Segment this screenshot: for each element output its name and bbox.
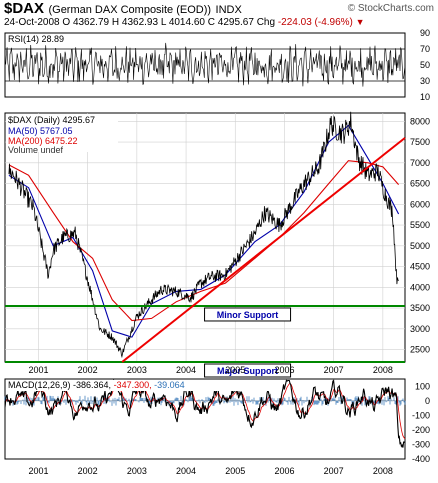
price-x-label: 2007 [324, 365, 344, 375]
legend-ma50: MA(50) 5767.05 [8, 126, 73, 136]
macd-title-label: MACD(12,26,9) [8, 380, 73, 390]
exchange-label: INDX [215, 4, 242, 16]
ohlc-line: 24-Oct-2008 O 4362.79 H 4362.93 L 4014.6… [4, 17, 365, 28]
macd-x-label: 2003 [127, 466, 147, 476]
price-tick-label: 6000 [410, 199, 430, 209]
rsi-title-bg [6, 34, 98, 45]
down-triangle-icon: ▼ [355, 17, 365, 27]
close-value: 4295.67 [217, 17, 254, 28]
price-title: $DAX (Daily) 4295.67 [8, 115, 95, 125]
price-x-label: 2005 [225, 365, 245, 375]
price-tick-label: 5500 [410, 220, 430, 230]
open-label: O [62, 17, 71, 28]
price-tick-label: 3000 [410, 324, 430, 334]
close-label: C [207, 17, 215, 28]
price-x-label: 2002 [78, 365, 98, 375]
major-support-label-box [204, 363, 292, 378]
price-tick-label: 7000 [410, 158, 430, 168]
legend-volume: Volume undef [8, 145, 64, 155]
price-tick-label: 7500 [410, 137, 430, 147]
macd-x-label: 2002 [78, 466, 98, 476]
price-tick-label: 4500 [410, 262, 430, 272]
series-ma-200- [8, 160, 400, 322]
chart-header: $DAX (German DAX Composite (EOD)) INDX ©… [0, 0, 438, 32]
low-value: 4014.60 [168, 17, 205, 28]
rsi-tick-label: 30 [420, 76, 430, 86]
macd-x-label: 2007 [324, 466, 344, 476]
macd-x-label: 2008 [373, 466, 393, 476]
major-support-label: Major Support [217, 366, 278, 376]
ticker-symbol: $DAX [4, 0, 45, 17]
uptrend-line [121, 137, 406, 363]
price-x-label: 2008 [373, 365, 393, 375]
price-tick-label: 5000 [410, 241, 430, 251]
rsi-tick-label: 10 [420, 92, 430, 102]
macd-tick-label: -400 [412, 454, 430, 464]
price-x-label: 2001 [28, 365, 48, 375]
series-ma-50- [8, 124, 400, 338]
macd-panel-frame [4, 378, 406, 460]
change-value: -224.03 (-4.96%) [277, 17, 353, 28]
rsi-title: RSI(14) 28.89 [8, 34, 64, 44]
macd-line [4, 378, 406, 448]
minor-support-label: Minor Support [217, 310, 279, 320]
high-label: H [111, 17, 120, 28]
price-x-label: 2003 [127, 365, 147, 375]
brand-label: © StockCharts.com [347, 3, 434, 14]
minor-support-label-box [204, 307, 292, 322]
rsi-tick-label: 70 [420, 44, 430, 54]
open-value: 4362.79 [72, 17, 110, 28]
legend-ma200: MA(200) 6475.22 [8, 136, 78, 146]
low-label: L [160, 17, 167, 28]
price-tick-label: 8000 [410, 116, 430, 126]
macd-x-label: 2004 [176, 466, 196, 476]
macd-x-label: 2006 [274, 466, 294, 476]
series-dax-price [8, 111, 399, 359]
price-legend-bg [6, 114, 118, 152]
macd-value: -386.364, [73, 380, 114, 390]
rsi-line [4, 42, 406, 87]
price-tick-label: 4000 [410, 282, 430, 292]
price-x-label: 2004 [176, 365, 196, 375]
macd-title-bg [6, 380, 278, 391]
macd-x-label: 2005 [225, 466, 245, 476]
price-tick-label: 3500 [410, 303, 430, 313]
high-value: 4362.93 [121, 17, 159, 28]
macd-title: MACD(12,26,9) -386.364, -347.300, -39.06… [8, 380, 185, 390]
price-tick-label: 6500 [410, 179, 430, 189]
macd-tick-label: -300 [412, 439, 430, 449]
macd-tick-label: -100 [412, 410, 430, 420]
macd-x-label: 2001 [28, 466, 48, 476]
change-label: Chg [256, 17, 276, 28]
macd-tick-label: 100 [415, 381, 430, 391]
price-tick-label: 2500 [410, 345, 430, 355]
macd-tick-label: -200 [412, 425, 430, 435]
rsi-tick-label: 90 [420, 28, 430, 38]
macd-histogram-value: -39.064 [154, 380, 185, 390]
date-value: 24-Oct-2008 [4, 17, 60, 28]
price-x-label: 2006 [274, 365, 294, 375]
macd-tick-label: 0 [425, 396, 430, 406]
ticker-name: (German DAX Composite (EOD)) [48, 4, 212, 16]
rsi-tick-label: 50 [420, 60, 430, 70]
macd-signal-value: -347.300, [114, 380, 155, 390]
